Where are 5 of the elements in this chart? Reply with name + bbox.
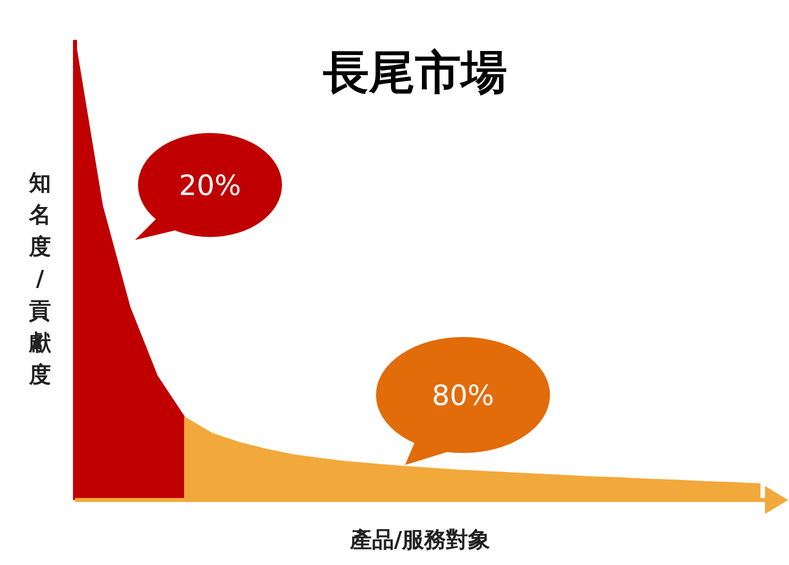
x-axis-title: 產品/服務對象 bbox=[348, 528, 490, 553]
y-axis-title: 知名度/貢獻度 bbox=[28, 171, 52, 388]
chart-title: 長尾市場 bbox=[322, 45, 507, 99]
annotation: 80% bbox=[432, 379, 494, 412]
annotation: 20% bbox=[178, 169, 242, 202]
